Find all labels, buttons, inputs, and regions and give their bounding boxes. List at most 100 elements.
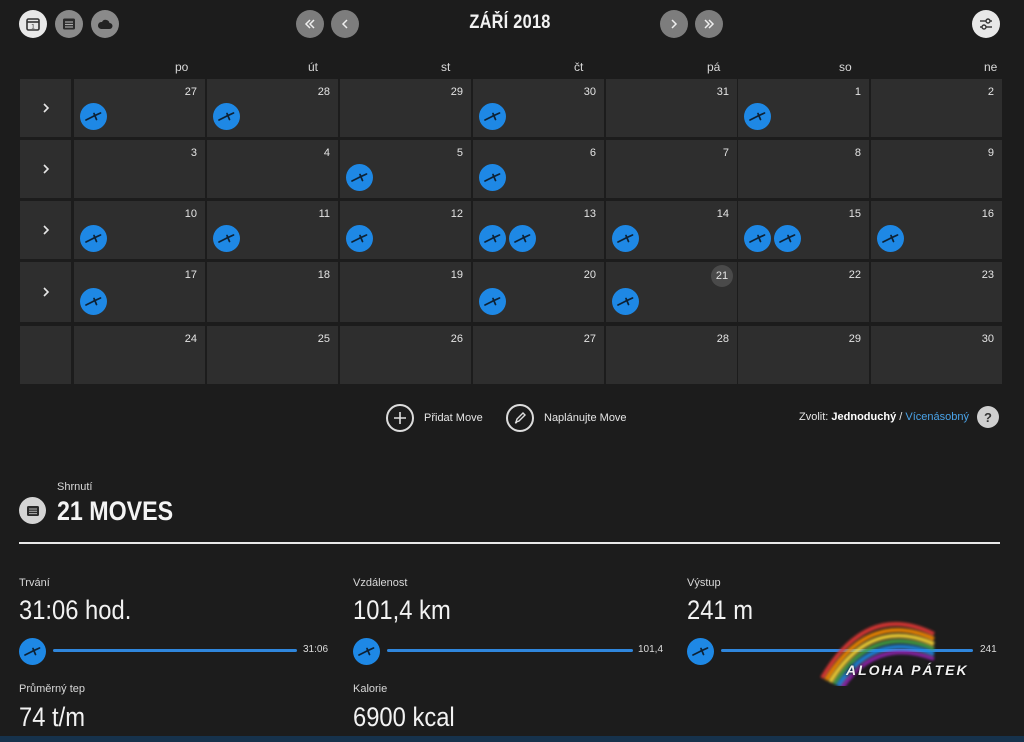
- day-number: 28: [716, 333, 729, 345]
- chevron-right-icon: [671, 19, 678, 29]
- add-move-button[interactable]: Přidat Move: [386, 404, 483, 432]
- chevron-right-icon: [42, 225, 49, 235]
- move-activity-icon[interactable]: [877, 225, 904, 252]
- move-activity-icon[interactable]: [213, 103, 240, 130]
- calendar-day-cell[interactable]: 21: [606, 262, 737, 322]
- summary-divider: [19, 542, 1000, 544]
- calendar-day-cell[interactable]: 10: [74, 201, 205, 259]
- day-number: 30: [583, 86, 596, 98]
- move-activity-icon[interactable]: [744, 103, 771, 130]
- distance-bar-track: [387, 649, 633, 652]
- calendar-day-cell[interactable]: 13: [473, 201, 604, 259]
- calendar-day-cell[interactable]: 19: [340, 262, 471, 322]
- move-activity-icon[interactable]: [612, 288, 639, 315]
- previous-month-button[interactable]: [331, 10, 359, 38]
- calendar-day-cell[interactable]: 14: [606, 201, 737, 259]
- move-activity-icon: [687, 638, 714, 665]
- list-view-button[interactable]: [55, 10, 83, 38]
- day-number: 9: [987, 147, 994, 159]
- calendar-day-cell[interactable]: 16: [871, 201, 1002, 259]
- next-month-button[interactable]: [660, 10, 688, 38]
- selection-mode-simple[interactable]: Jednoduchý: [831, 411, 897, 423]
- calendar-day-cell[interactable]: 26: [340, 326, 471, 384]
- move-icons: [346, 225, 373, 252]
- calendar-day-cell[interactable]: 24: [74, 326, 205, 384]
- calendar-day-cell[interactable]: 7: [606, 140, 737, 198]
- ascent-value: 241 m: [687, 595, 754, 625]
- calendar-day-cell[interactable]: 3: [74, 140, 205, 198]
- calendar-day-cell[interactable]: 30: [871, 326, 1002, 384]
- calendar-day-cell[interactable]: 1: [738, 79, 869, 137]
- calendar-day-cell[interactable]: 30: [473, 79, 604, 137]
- move-activity-icon[interactable]: [479, 164, 506, 191]
- summary-list-icon: [19, 497, 46, 524]
- calendar-day-cell[interactable]: 5: [340, 140, 471, 198]
- calendar-day-cell[interactable]: 27: [74, 79, 205, 137]
- cloud-button[interactable]: [91, 10, 119, 38]
- selection-mode: Zvolit: Jednoduchý / Vícenásobný: [799, 411, 969, 423]
- calendar-view-button[interactable]: 1: [19, 10, 47, 38]
- move-activity-icon[interactable]: [346, 225, 373, 252]
- calendar-day-cell[interactable]: 18: [207, 262, 338, 322]
- move-activity-icon[interactable]: [80, 288, 107, 315]
- calendar-day-cell[interactable]: 20: [473, 262, 604, 322]
- move-icons: [612, 288, 639, 315]
- calendar-day-cell[interactable]: 25: [207, 326, 338, 384]
- calendar-day-cell[interactable]: 22: [738, 262, 869, 322]
- day-number: 4: [323, 147, 330, 159]
- day-number: 11: [318, 208, 330, 220]
- calendar-day-cell[interactable]: 15: [738, 201, 869, 259]
- move-activity-icon[interactable]: [213, 225, 240, 252]
- help-button[interactable]: ?: [977, 406, 999, 428]
- move-icons: [213, 103, 240, 130]
- calendar-day-cell[interactable]: 28: [606, 326, 737, 384]
- move-activity-icon[interactable]: [346, 164, 373, 191]
- day-number: 18: [317, 269, 330, 281]
- summary-title: 21 MOVES: [57, 496, 174, 526]
- calendar-day-cell[interactable]: 29: [738, 326, 869, 384]
- expand-week-button[interactable]: [20, 79, 71, 137]
- calendar-day-cell[interactable]: 12: [340, 201, 471, 259]
- move-activity-icon[interactable]: [509, 225, 536, 252]
- previous-year-button[interactable]: [296, 10, 324, 38]
- move-activity-icon[interactable]: [80, 225, 107, 252]
- move-icons: [612, 225, 639, 252]
- calendar-day-cell[interactable]: 23: [871, 262, 1002, 322]
- expand-week-button[interactable]: [20, 140, 71, 198]
- duration-bar-value: 31:06: [303, 644, 329, 655]
- calendar-day-cell[interactable]: 11: [207, 201, 338, 259]
- move-activity-icon[interactable]: [774, 225, 801, 252]
- calendar-day-cell[interactable]: 31: [606, 79, 737, 137]
- weekday-6: ne: [984, 60, 998, 74]
- move-activity-icon[interactable]: [612, 225, 639, 252]
- calendar-day-cell[interactable]: 27: [473, 326, 604, 384]
- plan-move-button[interactable]: Naplánujte Move: [506, 404, 627, 432]
- expand-week-button[interactable]: [20, 201, 71, 259]
- calendar-day-cell[interactable]: 9: [871, 140, 1002, 198]
- filter-settings-button[interactable]: [972, 10, 1000, 38]
- duration-bar-track: [53, 649, 297, 652]
- move-activity-icon[interactable]: [80, 103, 107, 130]
- calendar-day-cell[interactable]: 17: [74, 262, 205, 322]
- move-activity-icon[interactable]: [744, 225, 771, 252]
- move-icons: [80, 103, 107, 130]
- day-number: 19: [450, 269, 463, 281]
- move-activity-icon[interactable]: [479, 103, 506, 130]
- calendar-day-cell[interactable]: 2: [871, 79, 1002, 137]
- next-year-button[interactable]: [695, 10, 723, 38]
- expand-week-button[interactable]: [20, 262, 71, 322]
- calendar-icon: 1: [26, 18, 40, 31]
- calendar-day-cell[interactable]: 8: [738, 140, 869, 198]
- calendar-day-cell[interactable]: 28: [207, 79, 338, 137]
- move-activity-icon[interactable]: [479, 225, 506, 252]
- move-activity-icon[interactable]: [479, 288, 506, 315]
- distance-bar-value: 101,4: [638, 644, 664, 655]
- move-activity-icon: [19, 638, 46, 665]
- chevron-right-icon: [42, 103, 49, 113]
- calendar-day-cell[interactable]: 6: [473, 140, 604, 198]
- calendar-day-cell[interactable]: 4: [207, 140, 338, 198]
- selection-mode-prefix: Zvolit:: [799, 411, 829, 423]
- selection-mode-multiple[interactable]: Vícenásobný: [905, 411, 969, 423]
- top-toolbar: 1 ZÁŘÍ 2018: [0, 0, 1024, 50]
- calendar-day-cell[interactable]: 29: [340, 79, 471, 137]
